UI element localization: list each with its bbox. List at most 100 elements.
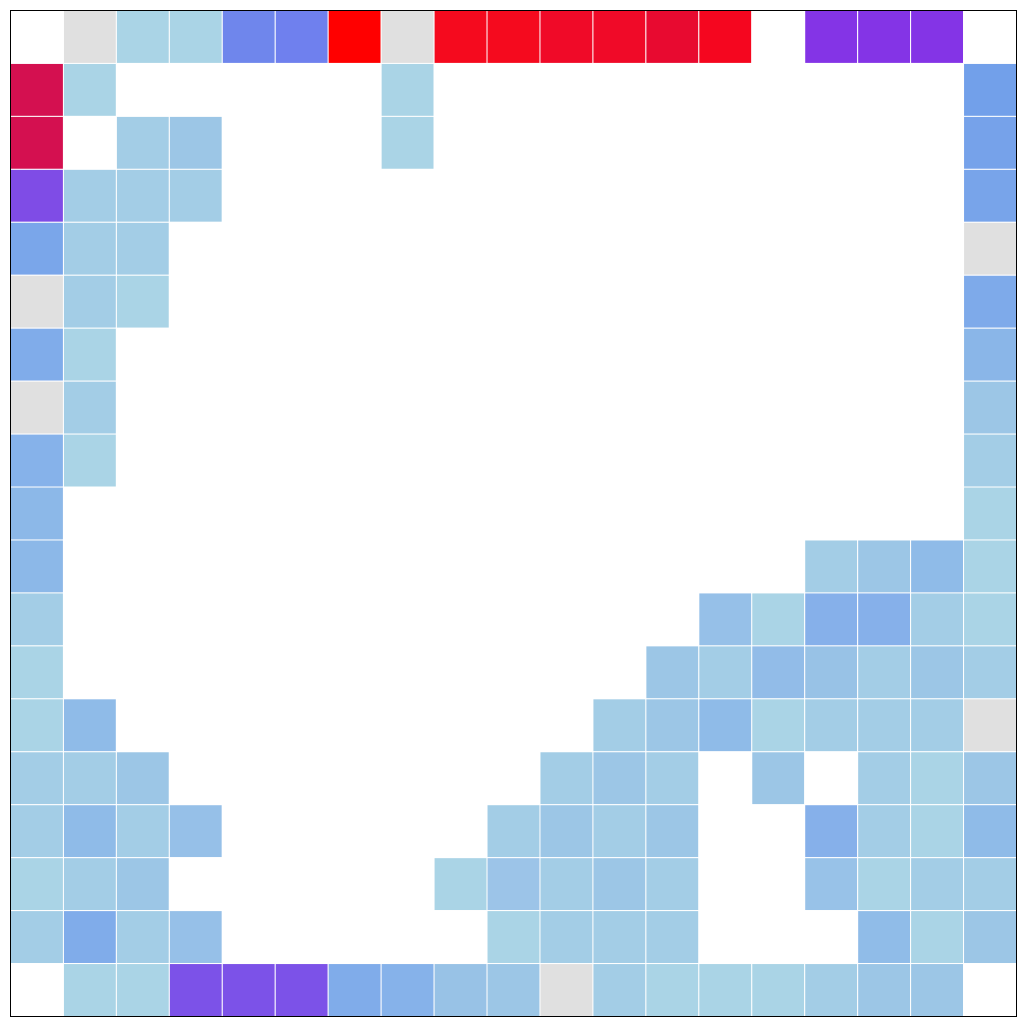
cell bbox=[804, 751, 859, 806]
cell bbox=[433, 592, 488, 647]
cell bbox=[380, 327, 435, 382]
cell bbox=[168, 10, 223, 64]
cell bbox=[910, 804, 965, 859]
cell bbox=[910, 221, 965, 276]
cell bbox=[539, 433, 594, 488]
cell bbox=[221, 115, 276, 170]
cell bbox=[221, 857, 276, 912]
cell bbox=[433, 751, 488, 806]
cell bbox=[698, 751, 753, 806]
cell bbox=[62, 327, 117, 382]
cell bbox=[857, 963, 912, 1017]
cell bbox=[857, 327, 912, 382]
cell bbox=[804, 115, 859, 170]
cell bbox=[963, 433, 1017, 488]
cell bbox=[115, 168, 170, 223]
cell bbox=[857, 539, 912, 594]
cell bbox=[274, 486, 329, 541]
cell bbox=[62, 910, 117, 965]
cell bbox=[274, 645, 329, 700]
cell bbox=[751, 751, 806, 806]
cell bbox=[698, 10, 753, 64]
cell bbox=[804, 380, 859, 435]
cell bbox=[804, 963, 859, 1017]
cell bbox=[592, 327, 647, 382]
cell bbox=[486, 221, 541, 276]
cell bbox=[115, 963, 170, 1017]
cell bbox=[592, 115, 647, 170]
cell bbox=[433, 910, 488, 965]
cell bbox=[592, 963, 647, 1017]
cell bbox=[115, 698, 170, 753]
cell bbox=[486, 10, 541, 64]
cell bbox=[433, 433, 488, 488]
cell bbox=[910, 698, 965, 753]
cell bbox=[221, 751, 276, 806]
cell bbox=[486, 486, 541, 541]
cell bbox=[433, 804, 488, 859]
cell bbox=[857, 910, 912, 965]
cell bbox=[751, 698, 806, 753]
cell bbox=[804, 592, 859, 647]
cell bbox=[910, 751, 965, 806]
cell bbox=[698, 857, 753, 912]
cell bbox=[751, 910, 806, 965]
cell bbox=[221, 274, 276, 329]
cell bbox=[168, 963, 223, 1017]
cell bbox=[539, 327, 594, 382]
cell bbox=[221, 486, 276, 541]
cell bbox=[751, 963, 806, 1017]
cell bbox=[380, 115, 435, 170]
cell bbox=[221, 592, 276, 647]
cell bbox=[380, 221, 435, 276]
cell bbox=[592, 539, 647, 594]
cell bbox=[115, 645, 170, 700]
cell bbox=[857, 751, 912, 806]
cell bbox=[645, 168, 700, 223]
cell bbox=[910, 274, 965, 329]
cell bbox=[486, 168, 541, 223]
cell bbox=[857, 645, 912, 700]
cell bbox=[62, 698, 117, 753]
cell bbox=[539, 486, 594, 541]
cell bbox=[62, 751, 117, 806]
cell bbox=[380, 380, 435, 435]
cell bbox=[168, 380, 223, 435]
cell bbox=[10, 168, 64, 223]
cell bbox=[804, 221, 859, 276]
cell bbox=[221, 804, 276, 859]
cell bbox=[327, 592, 382, 647]
cell bbox=[539, 751, 594, 806]
cell bbox=[274, 963, 329, 1017]
cell bbox=[539, 698, 594, 753]
cell bbox=[910, 539, 965, 594]
cell bbox=[433, 380, 488, 435]
cell bbox=[910, 963, 965, 1017]
cell bbox=[274, 539, 329, 594]
cell bbox=[486, 857, 541, 912]
cell bbox=[857, 592, 912, 647]
cell bbox=[115, 486, 170, 541]
cell bbox=[857, 221, 912, 276]
cell bbox=[698, 115, 753, 170]
cell bbox=[433, 115, 488, 170]
cell bbox=[910, 168, 965, 223]
cell bbox=[645, 539, 700, 594]
cell bbox=[645, 274, 700, 329]
cell bbox=[380, 274, 435, 329]
cell bbox=[221, 62, 276, 117]
cell bbox=[115, 857, 170, 912]
cell bbox=[804, 804, 859, 859]
cell bbox=[857, 486, 912, 541]
cell bbox=[857, 433, 912, 488]
cell bbox=[592, 221, 647, 276]
cell bbox=[115, 10, 170, 64]
cell bbox=[327, 910, 382, 965]
cell bbox=[751, 168, 806, 223]
cell bbox=[380, 963, 435, 1017]
cell bbox=[963, 751, 1017, 806]
cell bbox=[327, 857, 382, 912]
cell bbox=[380, 804, 435, 859]
cell bbox=[115, 751, 170, 806]
cell bbox=[645, 62, 700, 117]
